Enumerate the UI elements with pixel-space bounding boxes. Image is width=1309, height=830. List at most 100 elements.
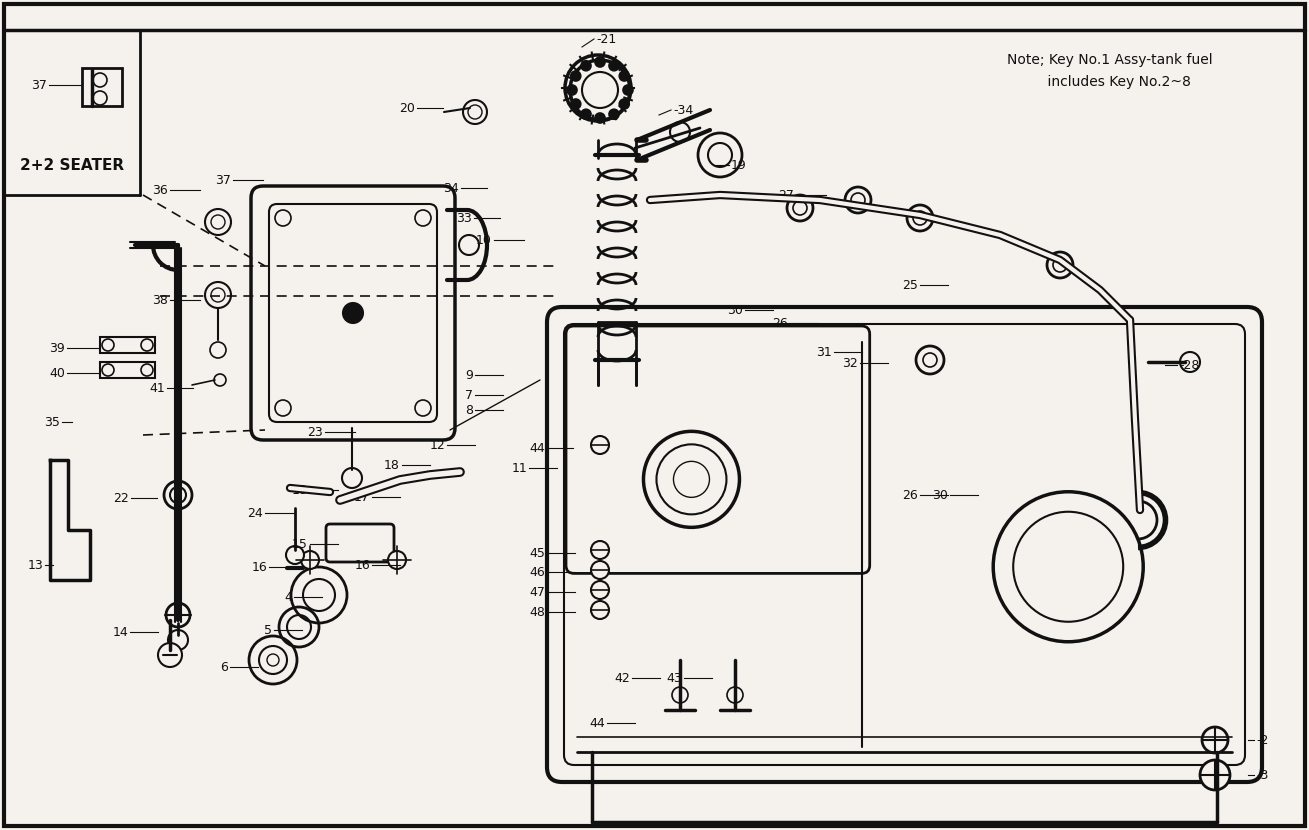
Text: 16: 16	[251, 560, 267, 574]
Circle shape	[581, 110, 590, 120]
Text: 38: 38	[152, 294, 168, 306]
Text: 2+2 SEATER: 2+2 SEATER	[20, 158, 124, 173]
Circle shape	[158, 643, 182, 667]
Circle shape	[619, 99, 630, 109]
Text: 12: 12	[429, 438, 445, 452]
Text: 17: 17	[355, 491, 370, 504]
Text: 33: 33	[457, 212, 473, 224]
Text: 14: 14	[113, 626, 128, 638]
Circle shape	[209, 342, 226, 358]
Circle shape	[567, 85, 577, 95]
Circle shape	[581, 61, 590, 71]
Text: 37: 37	[215, 173, 230, 187]
Text: 36: 36	[152, 183, 168, 197]
Text: 8: 8	[465, 403, 473, 417]
Circle shape	[619, 71, 630, 81]
Text: 15: 15	[292, 538, 308, 550]
Text: 11: 11	[512, 461, 528, 475]
Bar	[82, 68, 122, 106]
Circle shape	[206, 282, 230, 308]
FancyBboxPatch shape	[547, 307, 1262, 782]
Text: 40: 40	[50, 367, 65, 379]
Text: 10: 10	[476, 233, 492, 247]
Bar	[99, 362, 154, 378]
Text: -28: -28	[1179, 359, 1199, 372]
Circle shape	[590, 601, 609, 619]
Circle shape	[590, 581, 609, 599]
Text: 5: 5	[264, 623, 272, 637]
Circle shape	[1202, 727, 1228, 753]
Circle shape	[166, 603, 190, 627]
Text: 24: 24	[247, 506, 263, 520]
Text: 44: 44	[589, 716, 605, 730]
Text: -3: -3	[1257, 769, 1268, 782]
Text: 6: 6	[220, 661, 228, 673]
Text: 18: 18	[292, 484, 308, 496]
Text: 30: 30	[932, 489, 948, 501]
Text: 48: 48	[529, 606, 545, 618]
Text: 43: 43	[666, 671, 682, 685]
Circle shape	[342, 468, 363, 488]
Text: 27: 27	[778, 188, 795, 202]
Circle shape	[609, 110, 619, 120]
Circle shape	[285, 546, 304, 564]
Text: 26: 26	[902, 489, 918, 501]
Circle shape	[787, 195, 813, 221]
Text: 37: 37	[31, 79, 47, 91]
Text: 42: 42	[614, 671, 630, 685]
Text: 39: 39	[50, 341, 65, 354]
Text: 45: 45	[529, 546, 545, 559]
Text: 26: 26	[772, 316, 788, 330]
Circle shape	[571, 99, 581, 109]
Text: 9: 9	[465, 369, 473, 382]
Circle shape	[206, 209, 230, 235]
Circle shape	[596, 113, 605, 123]
Text: 20: 20	[399, 101, 415, 115]
Text: 18: 18	[384, 458, 401, 471]
Text: 23: 23	[308, 426, 323, 438]
Circle shape	[164, 481, 192, 509]
Circle shape	[609, 61, 619, 71]
Text: 35: 35	[45, 416, 60, 428]
Circle shape	[596, 57, 605, 67]
Text: 34: 34	[444, 182, 459, 194]
Circle shape	[623, 85, 634, 95]
Text: -34: -34	[673, 104, 694, 116]
Circle shape	[343, 303, 363, 323]
Circle shape	[168, 630, 188, 650]
Text: 7: 7	[465, 388, 473, 402]
FancyBboxPatch shape	[565, 326, 869, 574]
FancyBboxPatch shape	[251, 186, 456, 440]
Circle shape	[907, 205, 933, 231]
Text: 13: 13	[27, 559, 43, 572]
Text: includes Key No.2~8: includes Key No.2~8	[1030, 75, 1190, 89]
Circle shape	[1047, 252, 1073, 278]
Text: 44: 44	[529, 442, 545, 455]
Circle shape	[916, 346, 944, 374]
Circle shape	[459, 235, 479, 255]
Text: 16: 16	[355, 559, 370, 572]
Bar	[99, 337, 154, 353]
Circle shape	[387, 551, 406, 569]
Text: 32: 32	[842, 357, 857, 369]
Circle shape	[590, 436, 609, 454]
Text: Note; Key No.1 Assy-tank fuel: Note; Key No.1 Assy-tank fuel	[1007, 53, 1213, 67]
Circle shape	[590, 561, 609, 579]
Text: 19: 19	[730, 159, 746, 172]
Text: 30: 30	[726, 304, 744, 316]
Text: 46: 46	[529, 565, 545, 579]
Circle shape	[1200, 760, 1230, 790]
Text: -21: -21	[596, 32, 617, 46]
Circle shape	[301, 551, 319, 569]
Circle shape	[590, 541, 609, 559]
Circle shape	[846, 187, 870, 213]
Text: 47: 47	[529, 585, 545, 598]
Text: 25: 25	[902, 279, 918, 291]
Text: 41: 41	[149, 382, 165, 394]
FancyBboxPatch shape	[326, 524, 394, 562]
Circle shape	[1179, 352, 1200, 372]
Text: 4: 4	[284, 590, 292, 603]
Text: -2: -2	[1257, 734, 1268, 746]
Circle shape	[571, 71, 581, 81]
Text: 31: 31	[817, 345, 833, 359]
